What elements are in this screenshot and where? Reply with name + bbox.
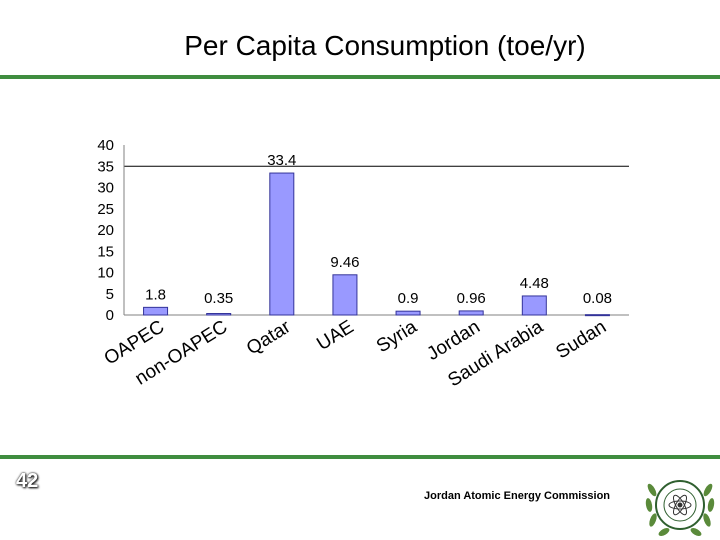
bar bbox=[143, 306, 169, 316]
bar bbox=[206, 313, 232, 316]
footer-organization: Jordan Atomic Energy Commission bbox=[424, 490, 611, 502]
y-tick-label: 15 bbox=[97, 243, 114, 260]
bar bbox=[332, 274, 358, 316]
atom-icon bbox=[668, 494, 692, 516]
top-divider bbox=[0, 75, 720, 79]
data-label: 1.8 bbox=[145, 286, 166, 303]
laurel-wreath bbox=[645, 483, 715, 536]
data-label: 0.9 bbox=[398, 290, 419, 307]
data-label: 33.4 bbox=[267, 152, 296, 169]
data-label: 0.96 bbox=[457, 290, 486, 307]
jaec-logo bbox=[645, 480, 715, 536]
page-number: 42 bbox=[16, 470, 39, 492]
y-tick-label: 40 bbox=[97, 137, 114, 154]
y-tick-label: 5 bbox=[106, 286, 114, 303]
data-label: 0.08 bbox=[583, 290, 612, 307]
plot-area bbox=[124, 145, 629, 315]
data-label: 0.35 bbox=[204, 290, 233, 307]
y-tick-label: 35 bbox=[97, 158, 114, 175]
data-label: 4.48 bbox=[520, 275, 549, 292]
slide-title: Per Capita Consumption (toe/yr) bbox=[184, 30, 586, 61]
y-tick-label: 20 bbox=[97, 222, 114, 239]
y-tick-label: 25 bbox=[97, 201, 114, 218]
y-tick-label: 0 bbox=[106, 307, 114, 324]
bar bbox=[395, 310, 421, 316]
bar bbox=[584, 314, 610, 317]
bar bbox=[521, 295, 547, 316]
y-tick-label: 30 bbox=[97, 180, 114, 197]
y-tick-label: 10 bbox=[97, 265, 114, 282]
bottom-divider bbox=[0, 455, 720, 459]
bar bbox=[269, 172, 295, 316]
data-label: 9.46 bbox=[330, 254, 359, 271]
bar bbox=[458, 310, 484, 316]
